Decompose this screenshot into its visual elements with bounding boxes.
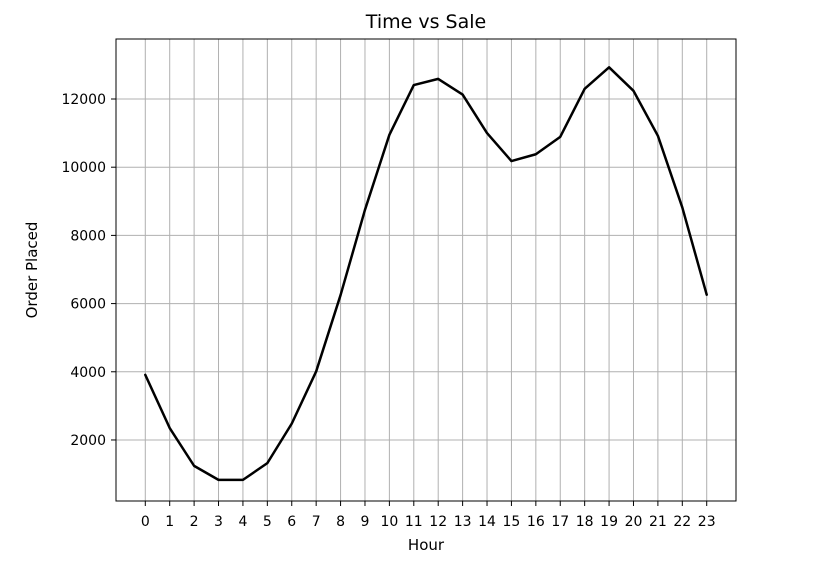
x-tick-label: 8 [336,514,345,530]
y-tick-label: 6000 [70,297,106,313]
y-tick-label: 2000 [70,433,106,449]
y-tick-label: 12000 [61,92,106,108]
x-tick-label: 18 [576,514,594,530]
y-axis-label: Order Placed [23,222,41,319]
y-tick-label: 10000 [61,160,106,176]
x-tick-label: 19 [600,514,618,530]
x-tick-label: 13 [454,514,472,530]
x-tick-label: 3 [214,514,223,530]
x-tick-label: 5 [263,514,272,530]
x-tick-label: 23 [698,514,716,530]
x-axis-label: Hour [408,536,445,554]
x-tick-label: 2 [190,514,199,530]
x-tick-label: 0 [141,514,150,530]
x-tick-label: 4 [238,514,247,530]
x-tick-label: 17 [551,514,569,530]
x-tick-label: 12 [429,514,447,530]
x-tick-label: 14 [478,514,496,530]
x-tick-label: 7 [312,514,321,530]
series-line [144,66,708,482]
x-tick-label: 11 [405,514,423,530]
y-axis-ticks: 2000 4000 6000 8000 10000 12000 [61,92,116,449]
x-tick-label: 15 [503,514,521,530]
chart-title: Time vs Sale [365,11,486,33]
plot-frame [115,38,737,502]
x-tick-label: 6 [287,514,296,530]
x-tick-label: 9 [361,514,370,530]
series-group [144,66,708,482]
y-tick-label: 4000 [70,365,106,381]
y-tick-label: 8000 [70,228,106,244]
x-tick-label: 20 [625,514,643,530]
x-tick-label: 22 [673,514,691,530]
x-tick-label: 21 [649,514,667,530]
x-tick-label: 10 [380,514,398,530]
grid-lines [116,39,736,501]
x-axis-ticks: 0 1 2 3 4 5 6 7 8 9 10 11 12 13 14 15 16 17 18 19 20 21 22 23 [141,501,716,530]
x-tick-label: 16 [527,514,545,530]
x-tick-label: 1 [165,514,174,530]
